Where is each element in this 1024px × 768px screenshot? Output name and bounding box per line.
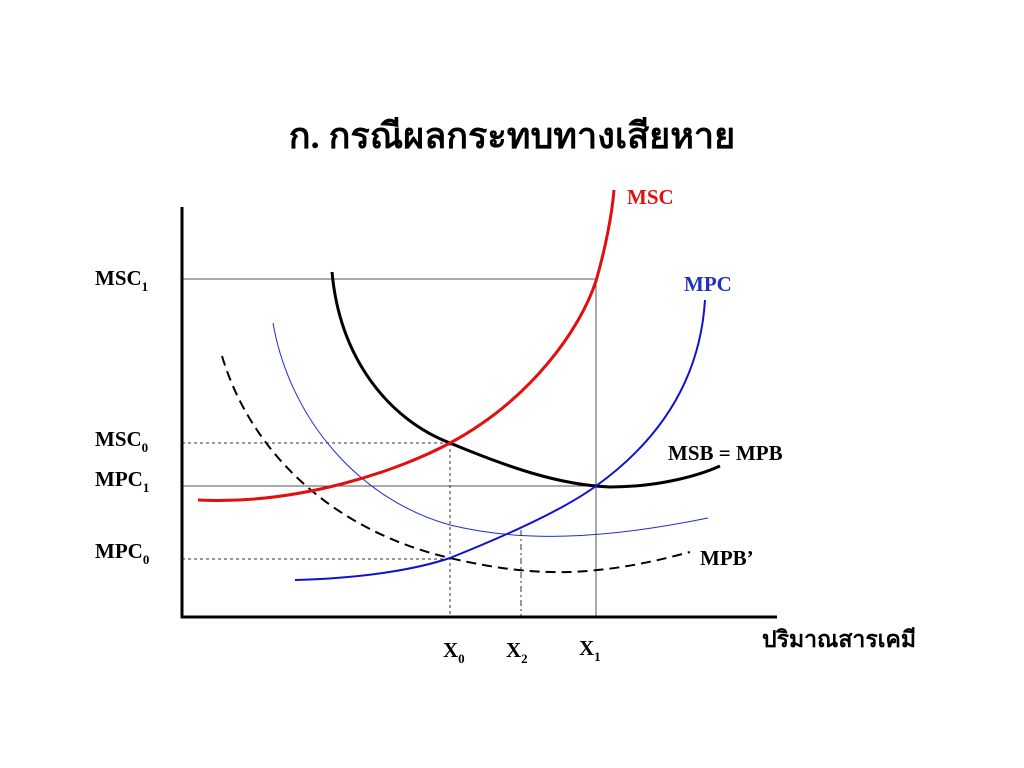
title: ก. กรณีผลกระทบทางเสียหาย xyxy=(289,116,735,156)
curve-label: MPC xyxy=(684,272,732,296)
label-text: MSC xyxy=(95,427,142,451)
y-label: MSC0 xyxy=(95,427,148,455)
label-text: MSC xyxy=(95,266,142,290)
curves xyxy=(197,189,721,581)
label-sub: 0 xyxy=(143,552,150,567)
msc-curve xyxy=(197,189,616,502)
x-label: X2 xyxy=(506,638,528,666)
label-text: MPC xyxy=(95,539,143,563)
label-sub: 1 xyxy=(594,649,601,664)
label-text: X xyxy=(443,638,458,662)
curve-label: MSB = MPB xyxy=(668,441,783,465)
curve-label: MSC xyxy=(627,185,674,209)
label-sub: 0 xyxy=(458,651,465,666)
msb-curve xyxy=(330,271,721,489)
y-label: MPC1 xyxy=(95,467,149,495)
x-axis-label: ปริมาณสารเคมี xyxy=(762,627,916,652)
x-label: X1 xyxy=(579,636,601,664)
label-text: MPC xyxy=(95,467,143,491)
label-text: X xyxy=(579,636,594,660)
label-sub: 2 xyxy=(521,651,528,666)
x-label: X0 xyxy=(443,638,465,666)
mpc-initial-curve xyxy=(272,322,709,537)
y-label: MSC1 xyxy=(95,266,148,294)
label-text: X xyxy=(506,638,521,662)
curve-label: MPB’ xyxy=(700,546,754,570)
y-label: MPC0 xyxy=(95,539,149,567)
mpb-prime-curve xyxy=(221,355,691,574)
reference-lines xyxy=(182,278,597,617)
label-sub: 1 xyxy=(143,480,150,495)
mpc-curve xyxy=(294,299,706,581)
label-sub: 0 xyxy=(142,440,149,455)
label-sub: 1 xyxy=(142,279,149,294)
